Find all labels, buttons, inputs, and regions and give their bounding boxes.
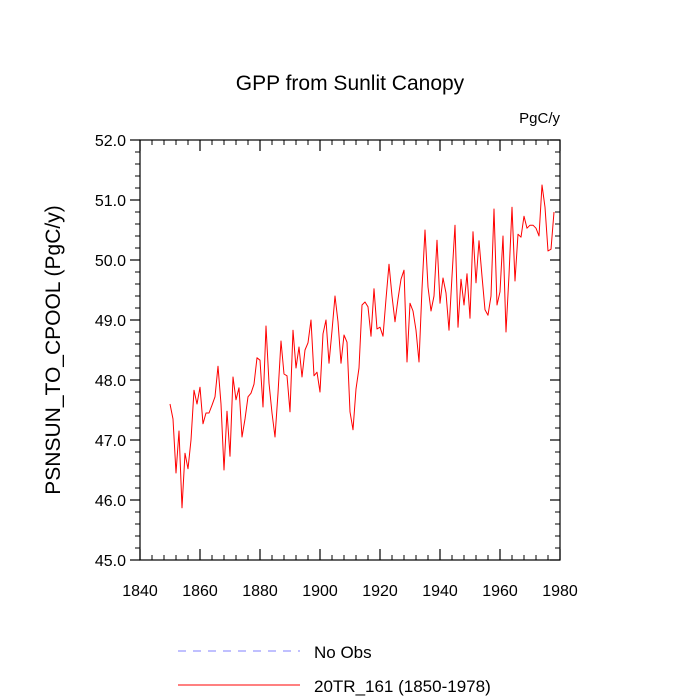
x-tick-labels: 1840 1860 1880 1900 1920 1940 1960 1980 bbox=[122, 583, 578, 600]
series-line bbox=[169, 184, 555, 509]
x-tick-label: 1980 bbox=[542, 583, 578, 600]
x-tick-label: 1840 bbox=[122, 583, 158, 600]
x-tick-label: 1920 bbox=[362, 583, 398, 600]
series-lines bbox=[169, 184, 555, 509]
y-tick-label: 48.0 bbox=[95, 373, 126, 390]
y-tick-label: 45.0 bbox=[95, 553, 126, 570]
y-tick-label: 46.0 bbox=[95, 493, 126, 510]
y-tick-label: 52.0 bbox=[95, 133, 126, 150]
x-tick-label: 1860 bbox=[182, 583, 218, 600]
y-tick-label: 50.0 bbox=[95, 253, 126, 270]
y-tick-labels: 45.0 46.0 47.0 48.0 49.0 50.0 51.0 52.0 bbox=[95, 133, 126, 570]
y-tick-label: 51.0 bbox=[95, 193, 126, 210]
x-tick-label: 1960 bbox=[482, 583, 518, 600]
x-tick-label: 1900 bbox=[302, 583, 338, 600]
units-label: PgC/y bbox=[519, 110, 560, 127]
legend-label: 20TR_161 (1850-1978) bbox=[314, 677, 491, 696]
y-axis-label: PSNSUN_TO_CPOOL (PgC/y) bbox=[42, 205, 65, 494]
y-tick-label: 47.0 bbox=[95, 433, 126, 450]
x-tick-label: 1880 bbox=[242, 583, 278, 600]
x-tick-label: 1940 bbox=[422, 583, 458, 600]
axis-ticks bbox=[130, 139, 561, 561]
plot-frame bbox=[139, 139, 561, 561]
y-tick-label: 49.0 bbox=[95, 313, 126, 330]
chart-title: GPP from Sunlit Canopy bbox=[236, 72, 465, 95]
legend-label: No Obs bbox=[314, 643, 372, 662]
legend: No Obs 20TR_161 (1850-1978) bbox=[178, 643, 491, 696]
